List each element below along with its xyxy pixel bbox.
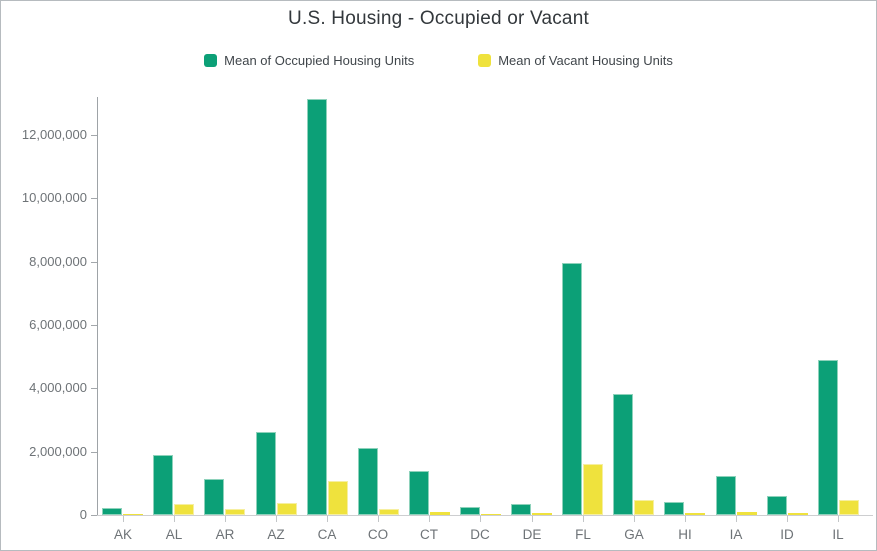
bar-occupied-FL[interactable] bbox=[562, 263, 582, 515]
x-tick bbox=[225, 516, 226, 522]
x-tick bbox=[327, 516, 328, 522]
bar-occupied-DC[interactable] bbox=[460, 507, 480, 515]
x-tick-label-AR: AR bbox=[215, 527, 235, 542]
bar-occupied-DE[interactable] bbox=[511, 504, 531, 515]
x-tick bbox=[276, 516, 277, 522]
y-tick-label: 4,000,000 bbox=[29, 380, 87, 395]
bar-vacant-DC[interactable] bbox=[481, 514, 501, 515]
x-tick-label-DC: DC bbox=[470, 527, 490, 542]
x-tick-label-AL: AL bbox=[165, 527, 183, 542]
x-tick bbox=[480, 516, 481, 522]
x-tick bbox=[174, 516, 175, 522]
y-tick bbox=[91, 262, 97, 263]
bar-vacant-CA[interactable] bbox=[328, 481, 348, 515]
legend: Mean of Occupied Housing Units Mean of V… bbox=[1, 53, 876, 68]
bar-vacant-HI[interactable] bbox=[685, 513, 705, 515]
bar-occupied-IL[interactable] bbox=[818, 360, 838, 515]
bar-occupied-CA[interactable] bbox=[307, 99, 327, 515]
occupied-swatch-icon bbox=[204, 54, 218, 67]
y-tick bbox=[91, 452, 97, 453]
x-tick bbox=[787, 516, 788, 522]
y-tick bbox=[91, 135, 97, 136]
x-tick bbox=[685, 516, 686, 522]
y-tick-label: 2,000,000 bbox=[29, 444, 87, 459]
legend-item-vacant[interactable]: Mean of Vacant Housing Units bbox=[478, 53, 673, 68]
legend-item-occupied[interactable]: Mean of Occupied Housing Units bbox=[204, 53, 414, 68]
y-tick-label: 0 bbox=[79, 507, 87, 522]
bar-occupied-AL[interactable] bbox=[153, 455, 173, 515]
x-tick-label-AZ: AZ bbox=[267, 527, 285, 542]
bar-occupied-HI[interactable] bbox=[664, 502, 684, 515]
y-axis-line bbox=[97, 97, 98, 515]
x-tick-label-CT: CT bbox=[420, 527, 438, 542]
x-tick bbox=[634, 516, 635, 522]
bar-vacant-IL[interactable] bbox=[839, 500, 859, 515]
legend-label-occupied: Mean of Occupied Housing Units bbox=[224, 53, 415, 68]
bar-occupied-IA[interactable] bbox=[716, 476, 736, 515]
y-tick bbox=[91, 198, 97, 199]
bar-vacant-FL[interactable] bbox=[583, 464, 603, 515]
x-tick-label-DE: DE bbox=[522, 527, 542, 542]
y-tick-label: 10,000,000 bbox=[21, 190, 87, 205]
vacant-swatch-icon bbox=[478, 54, 492, 67]
x-axis-line bbox=[97, 515, 873, 516]
y-tick-label: 8,000,000 bbox=[29, 254, 87, 269]
bar-vacant-AR[interactable] bbox=[225, 509, 245, 515]
x-tick bbox=[583, 516, 584, 522]
x-tick bbox=[429, 516, 430, 522]
x-tick-label-CO: CO bbox=[367, 527, 389, 542]
chart-title: U.S. Housing - Occupied or Vacant bbox=[288, 8, 589, 29]
y-tick bbox=[91, 515, 97, 516]
x-tick-label-AK: AK bbox=[113, 527, 132, 542]
bar-vacant-IA[interactable] bbox=[737, 512, 757, 515]
bar-vacant-GA[interactable] bbox=[634, 500, 654, 515]
x-tick bbox=[123, 516, 124, 522]
bar-occupied-AZ[interactable] bbox=[256, 432, 276, 515]
bar-occupied-CO[interactable] bbox=[358, 448, 378, 515]
x-tick-label-IA: IA bbox=[729, 527, 743, 542]
y-tick-label: 12,000,000 bbox=[21, 127, 87, 142]
bar-vacant-AK[interactable] bbox=[123, 514, 143, 515]
bar-occupied-CT[interactable] bbox=[409, 471, 429, 515]
x-tick bbox=[378, 516, 379, 522]
bar-occupied-AK[interactable] bbox=[102, 508, 122, 515]
bar-vacant-AL[interactable] bbox=[174, 504, 194, 515]
y-tick bbox=[91, 388, 97, 389]
bar-vacant-ID[interactable] bbox=[788, 513, 808, 515]
x-tick bbox=[736, 516, 737, 522]
x-tick-label-CA: CA bbox=[317, 527, 337, 542]
bar-vacant-AZ[interactable] bbox=[277, 503, 297, 515]
bar-occupied-GA[interactable] bbox=[613, 394, 633, 515]
x-tick-label-GA: GA bbox=[624, 527, 644, 542]
x-tick bbox=[838, 516, 839, 522]
x-tick-label-ID: ID bbox=[780, 527, 794, 542]
x-tick-label-FL: FL bbox=[575, 527, 591, 542]
bar-occupied-AR[interactable] bbox=[204, 479, 224, 515]
bar-vacant-CO[interactable] bbox=[379, 509, 399, 515]
x-tick-label-IL: IL bbox=[832, 527, 844, 542]
x-tick-label-HI: HI bbox=[678, 527, 692, 542]
bar-vacant-DE[interactable] bbox=[532, 513, 552, 515]
y-tick-label: 6,000,000 bbox=[29, 317, 87, 332]
bar-occupied-ID[interactable] bbox=[767, 496, 787, 515]
legend-label-vacant: Mean of Vacant Housing Units bbox=[498, 53, 673, 68]
bar-vacant-CT[interactable] bbox=[430, 512, 450, 515]
x-tick bbox=[532, 516, 533, 522]
y-tick bbox=[91, 325, 97, 326]
